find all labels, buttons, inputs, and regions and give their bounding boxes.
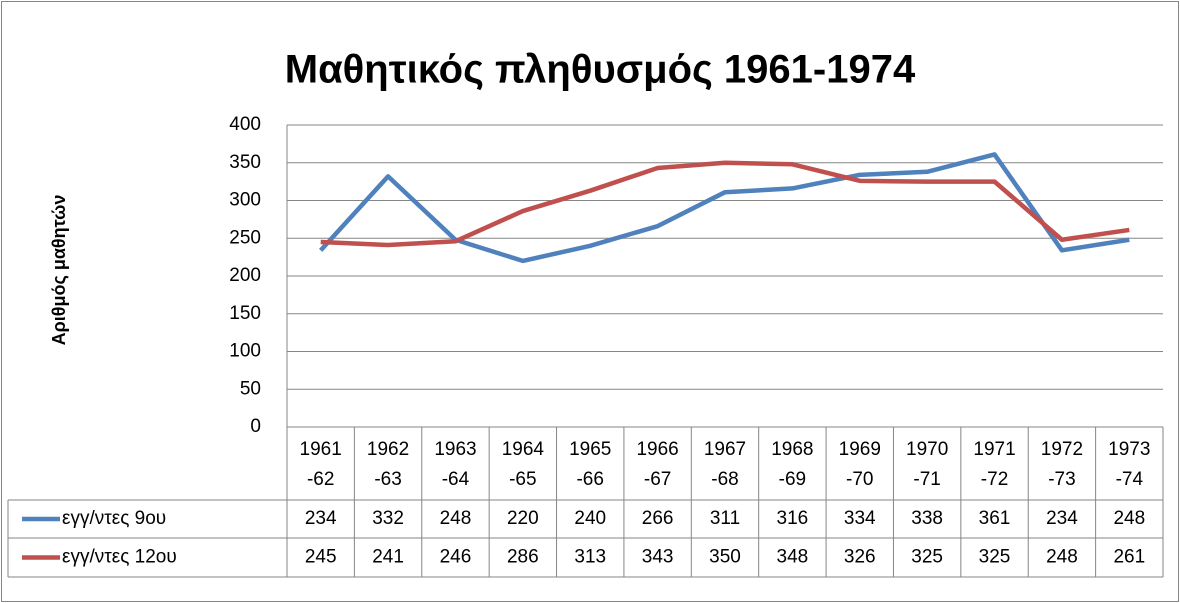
x-tick-label: 1972 -73: [1041, 439, 1083, 490]
table-value: 326: [844, 547, 876, 568]
table-value: 325: [911, 547, 943, 568]
x-tick-label-line: -67: [644, 469, 671, 490]
x-tick-label-line: -74: [1116, 469, 1144, 490]
table-value: 313: [574, 547, 606, 568]
x-tick-label-line: 1961: [300, 439, 342, 460]
table-value: 234: [1046, 508, 1078, 529]
x-tick-label-line: 1962: [367, 439, 409, 460]
x-tick-label-line: 1964: [502, 439, 545, 460]
y-tick-label: 0: [250, 416, 261, 437]
legend-label: εγγ/ντες 9ου: [62, 508, 166, 529]
x-tick-label-line: -71: [913, 469, 940, 490]
table-value: 266: [642, 508, 674, 529]
x-tick-label-line: 1966: [636, 439, 678, 460]
table-value: 248: [1113, 508, 1145, 529]
y-tick-label: 250: [229, 227, 261, 248]
x-tick-label-line: 1971: [973, 439, 1015, 460]
x-tick-label-line: -68: [711, 469, 738, 490]
x-tick-label-line: -62: [307, 469, 334, 490]
table-value: 245: [305, 547, 337, 568]
y-tick-label: 300: [229, 190, 261, 211]
x-tick-label: 1973 -74: [1108, 439, 1150, 490]
series-line: [320, 160, 1130, 248]
y-tick-label: 100: [229, 341, 261, 362]
y-axis-label: Αριθμός μαθητών: [49, 195, 69, 346]
x-tick-label-line: 1963: [434, 439, 476, 460]
table-value: 338: [911, 508, 943, 529]
x-tick-label-line: 1972: [1041, 439, 1083, 460]
x-tick-label: 1963 -64: [434, 439, 476, 490]
table-value: 350: [709, 547, 741, 568]
table-value: 248: [440, 508, 472, 529]
x-tick-label: 1969 -70: [839, 439, 881, 490]
x-tick-label-line: -73: [1048, 469, 1075, 490]
table-value: 248: [1046, 547, 1078, 568]
x-tick-label: 1966 -67: [636, 439, 678, 490]
x-tick-label-line: 1973: [1108, 439, 1150, 460]
table-value: 325: [979, 547, 1011, 568]
x-tick-label-line: 1969: [839, 439, 881, 460]
x-tick-label-line: 1967: [704, 439, 746, 460]
legend-label: εγγ/ντες 12ου: [62, 547, 177, 568]
y-tick-label: 200: [229, 265, 261, 286]
table-value: 246: [440, 547, 472, 568]
y-tick-label: 50: [240, 378, 261, 399]
x-tick-label: 1970 -71: [906, 439, 948, 490]
table-value: 348: [777, 547, 809, 568]
table-value: 361: [979, 508, 1011, 529]
x-tick-label: 1968 -69: [771, 439, 813, 490]
x-tick-label: 1962 -63: [367, 439, 409, 490]
x-tick-label-line: -64: [442, 469, 470, 490]
table-value: 343: [642, 547, 674, 568]
x-tick-label-line: -66: [576, 469, 603, 490]
table-value: 311: [710, 508, 740, 529]
x-tick-label-line: -63: [374, 469, 401, 490]
x-tick-label-line: 1965: [569, 439, 611, 460]
x-tick-label-line: -65: [509, 469, 536, 490]
table-value: 316: [777, 508, 809, 529]
table-value: 240: [574, 508, 606, 529]
chart-title: Μαθητικός πληθυσμός 1961-1974: [285, 48, 916, 92]
y-tick-label: 150: [229, 303, 261, 324]
x-tick-label: 1961 -62: [300, 439, 342, 490]
x-tick-label: 1965 -66: [569, 439, 611, 490]
x-tick-label: 1971 -72: [973, 439, 1015, 490]
x-tick-label: 1964 -65: [502, 439, 545, 490]
table-value: 234: [305, 508, 337, 529]
table-value: 261: [1113, 547, 1145, 568]
x-tick-label-line: 1968: [771, 439, 813, 460]
table-value: 220: [507, 508, 539, 529]
table-value: 334: [844, 508, 876, 529]
table-value: 241: [372, 547, 404, 568]
x-tick-label: 1967 -68: [704, 439, 746, 490]
table-value: 286: [507, 547, 539, 568]
table-value: 332: [372, 508, 404, 529]
x-tick-label-line: -69: [779, 469, 806, 490]
x-tick-label-line: -72: [981, 469, 1008, 490]
y-tick-label: 350: [229, 152, 261, 173]
y-tick-label: 400: [229, 114, 261, 135]
x-tick-label-line: -70: [846, 469, 873, 490]
x-tick-label-line: 1970: [906, 439, 948, 460]
